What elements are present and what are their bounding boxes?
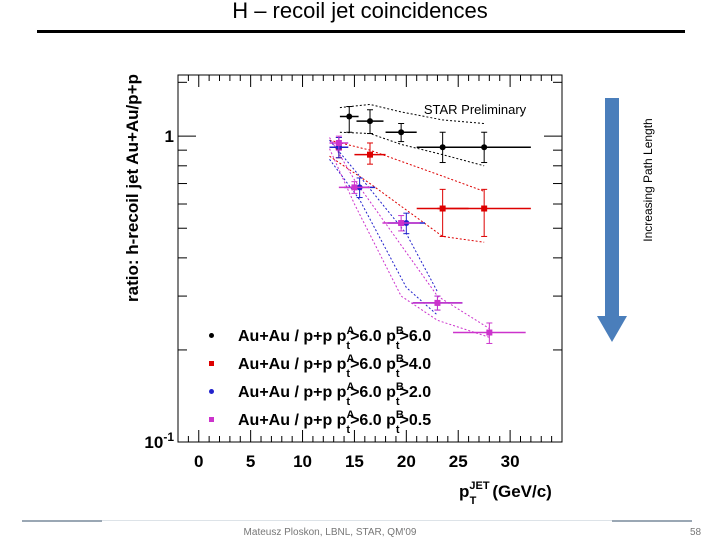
x-tick-label: 30 bbox=[501, 452, 520, 471]
footer-rule bbox=[102, 520, 612, 521]
footer-rule-left bbox=[22, 520, 102, 522]
systematic-band-upper bbox=[329, 139, 438, 292]
systematic-band-lower bbox=[329, 155, 485, 243]
data-point bbox=[367, 118, 373, 125]
y-tick-label: 10-1 bbox=[144, 430, 174, 452]
data-point bbox=[434, 299, 441, 306]
y-tick-label: 1 bbox=[165, 127, 174, 146]
data-point bbox=[398, 220, 405, 227]
data-point bbox=[486, 329, 493, 336]
page-number: 58 bbox=[690, 527, 702, 538]
systematic-band-lower bbox=[329, 148, 490, 338]
title-underline bbox=[37, 30, 685, 33]
legend-entry: Au+Au / p+p pA t>6.0 pB t>0.5 bbox=[238, 409, 431, 436]
systematic-band-upper bbox=[329, 139, 485, 192]
x-tick-label: 20 bbox=[397, 452, 416, 471]
x-tick-label: 25 bbox=[449, 452, 468, 471]
x-axis-label: pJET T (GeV/c) bbox=[459, 480, 552, 507]
data-point bbox=[335, 139, 342, 146]
plot-frame bbox=[177, 74, 563, 443]
legend-entry: Au+Au / p+p pA t>6.0 pB t>2.0 bbox=[238, 381, 431, 408]
path-length-label: Increasing Path Length bbox=[641, 118, 655, 241]
legend-marker bbox=[209, 333, 214, 338]
data-point bbox=[481, 144, 488, 151]
data-point bbox=[351, 184, 358, 191]
legend-marker bbox=[209, 389, 214, 394]
data-point bbox=[367, 151, 373, 158]
legend-marker bbox=[209, 361, 214, 366]
systematic-band-upper bbox=[329, 137, 490, 329]
path-length-arrow-shaft bbox=[605, 98, 619, 318]
x-tick-label: 0 bbox=[194, 452, 203, 471]
data-point bbox=[346, 113, 353, 120]
legend-marker bbox=[209, 417, 214, 422]
star-preliminary-label: STAR Preliminary bbox=[424, 102, 527, 117]
slide-title: H – recoil jet coincidences bbox=[232, 0, 488, 23]
data-point bbox=[481, 205, 488, 212]
systematic-band-upper bbox=[339, 103, 485, 125]
legend-entry: Au+Au / p+p pA t>6.0 pB t>6.0 bbox=[238, 325, 431, 352]
path-length-arrow-head bbox=[597, 316, 627, 342]
x-tick-label: 15 bbox=[345, 452, 364, 471]
x-tick-label: 5 bbox=[246, 452, 255, 471]
legend-entry: Au+Au / p+p pA t>6.0 pB t>4.0 bbox=[238, 353, 431, 380]
systematic-band-lower bbox=[339, 131, 485, 167]
footer-rule-right bbox=[612, 520, 692, 522]
systematic-band-lower bbox=[329, 159, 438, 316]
data-point bbox=[398, 129, 405, 136]
footer-author: Mateusz Ploskon, LBNL, STAR, QM'09 bbox=[243, 527, 417, 538]
x-tick-label: 10 bbox=[293, 452, 312, 471]
y-axis-label: ratio: h-recoil jet Au+Au/p+p bbox=[123, 74, 142, 302]
